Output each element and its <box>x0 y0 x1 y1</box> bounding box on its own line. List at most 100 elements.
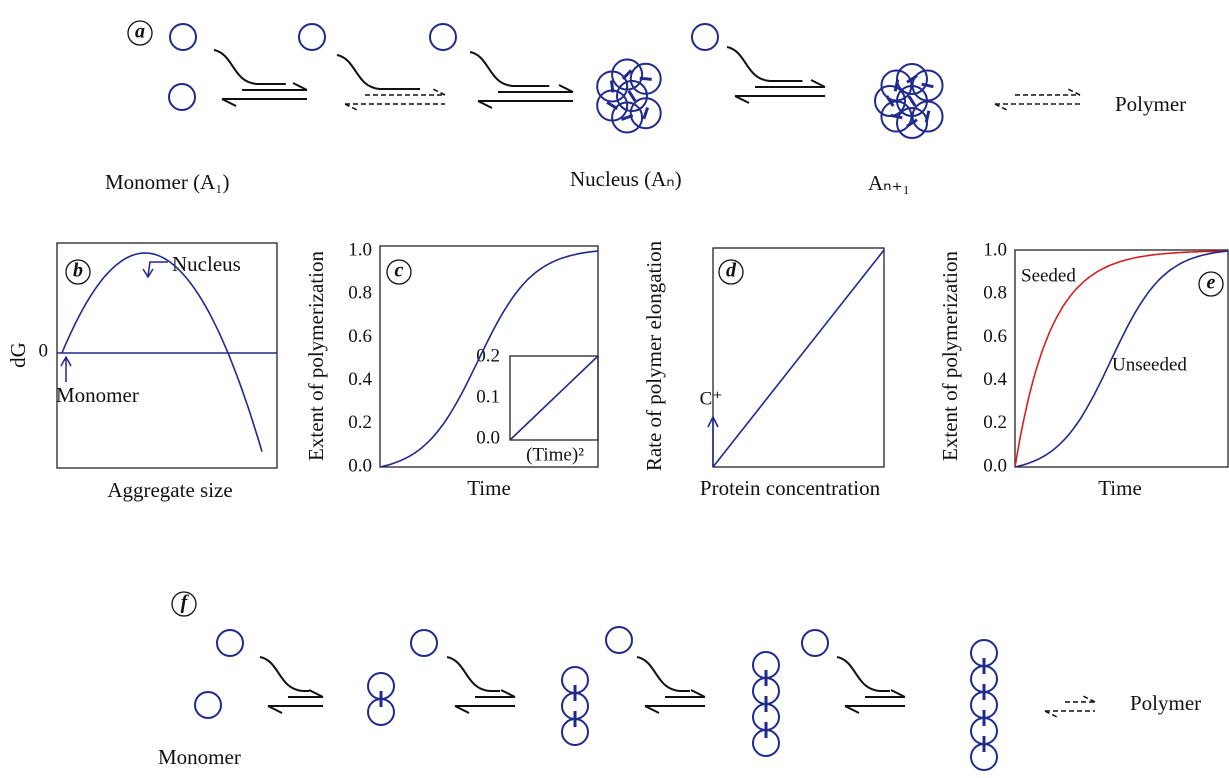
y-tick-label: 0.6 <box>983 326 1007 347</box>
nucleus-label: Nucleus (Aₙ) <box>570 167 682 191</box>
monomer <box>896 63 928 95</box>
monomer <box>874 85 906 117</box>
binding-arrow <box>726 46 803 82</box>
monomer <box>616 80 648 112</box>
y-tick-label: 0.6 <box>348 326 372 347</box>
panel-frame <box>1014 249 1229 468</box>
curve-label: Unseeded <box>1112 354 1187 375</box>
arrow-head <box>844 705 860 714</box>
monomer <box>298 23 326 51</box>
threshold-arrow <box>707 415 719 467</box>
y-tick-label: 0.0 <box>348 455 372 476</box>
inset-tick-label: 0.1 <box>476 386 500 407</box>
x-axis-label: Time <box>467 476 511 500</box>
bond <box>627 90 637 102</box>
inset-tick-label: 0.0 <box>476 427 500 448</box>
monomer-label: Monomer <box>158 745 241 769</box>
panel-label: b <box>73 260 83 282</box>
binding-arrow <box>636 656 690 692</box>
pointer-arrow <box>60 355 72 382</box>
elongation-line <box>712 249 885 468</box>
monomer <box>410 629 438 657</box>
product-label: Polymer <box>1130 691 1201 715</box>
monomer <box>605 626 633 654</box>
bond <box>921 82 934 89</box>
monomer <box>611 58 644 91</box>
arrow-head <box>267 705 283 714</box>
inset-line <box>509 355 599 441</box>
arrow-head <box>1080 694 1096 703</box>
arrow-head <box>430 87 446 96</box>
label-ring <box>65 259 91 285</box>
arrow-head <box>1065 87 1081 96</box>
arrow-head <box>558 84 574 93</box>
y-tick-label: 1.0 <box>348 239 372 260</box>
panel-label: c <box>395 260 404 282</box>
arrow-head <box>221 98 237 107</box>
bond <box>621 69 633 80</box>
bond <box>606 101 619 110</box>
y-tick-label: 0.4 <box>348 369 372 390</box>
monomer <box>880 69 913 102</box>
y-tick-label: 0.8 <box>983 283 1007 304</box>
binding-arrow <box>336 54 420 90</box>
label-ring <box>171 591 197 617</box>
binding-arrow <box>469 51 550 87</box>
y-axis-label: dG <box>6 342 30 368</box>
monomer <box>194 691 222 719</box>
monomer <box>801 629 829 657</box>
monomer-label: Monomer (A₁) <box>105 170 230 194</box>
panel-label: f <box>181 592 190 614</box>
bond <box>620 114 634 121</box>
arrow-head <box>890 689 906 698</box>
monomer <box>911 69 944 102</box>
binding-arrow <box>213 49 286 85</box>
monomer <box>168 83 196 111</box>
arrow-head <box>1044 710 1060 719</box>
curve-label: Seeded <box>1021 265 1076 286</box>
bond <box>907 95 917 107</box>
y-tick-label: 0.2 <box>983 412 1007 433</box>
monomer <box>911 100 944 133</box>
polymerization-curve <box>379 250 599 468</box>
pointer-arrow <box>142 261 168 279</box>
y-tick-label: 0.0 <box>983 455 1007 476</box>
seeded-curve <box>1014 250 1228 468</box>
y-tick-label: 1.0 <box>983 239 1007 260</box>
inset-x-label: (Time)² <box>526 444 584 465</box>
next-label: Aₙ₊₁ <box>868 171 910 195</box>
monomer <box>216 629 244 657</box>
y-tick-label: 0.4 <box>983 369 1007 390</box>
y-tick-label: 0.2 <box>348 412 372 433</box>
bond <box>642 107 650 120</box>
threshold-label: C⁺ <box>700 388 723 409</box>
arrow-head <box>994 103 1010 112</box>
panel-label: d <box>726 260 737 282</box>
arrow-head <box>344 103 360 112</box>
y-axis-label: Extent of polymerization <box>938 251 962 461</box>
unseeded-curve <box>1014 250 1229 468</box>
panel-frame <box>712 247 885 468</box>
arrow-head <box>690 689 706 698</box>
label-ring <box>718 259 744 285</box>
monomer <box>629 97 662 130</box>
y-axis-label: Extent of polymerization <box>304 251 328 461</box>
bond <box>609 80 615 93</box>
monomer <box>629 62 662 95</box>
arrow-head <box>810 79 826 88</box>
arrow-head <box>308 689 324 698</box>
label-ring <box>386 259 412 285</box>
binding-arrow <box>446 656 500 692</box>
monomer <box>169 23 197 51</box>
label-ring <box>1198 271 1224 297</box>
arrow-head <box>734 95 750 104</box>
panel-label: a <box>135 21 145 43</box>
product-label: Polymer <box>1115 92 1186 116</box>
x-axis-label: Time <box>1098 476 1142 500</box>
start-label: Monomer <box>56 383 139 407</box>
bond <box>639 76 652 81</box>
y-axis-label: Rate of polymer elongation <box>642 240 666 471</box>
